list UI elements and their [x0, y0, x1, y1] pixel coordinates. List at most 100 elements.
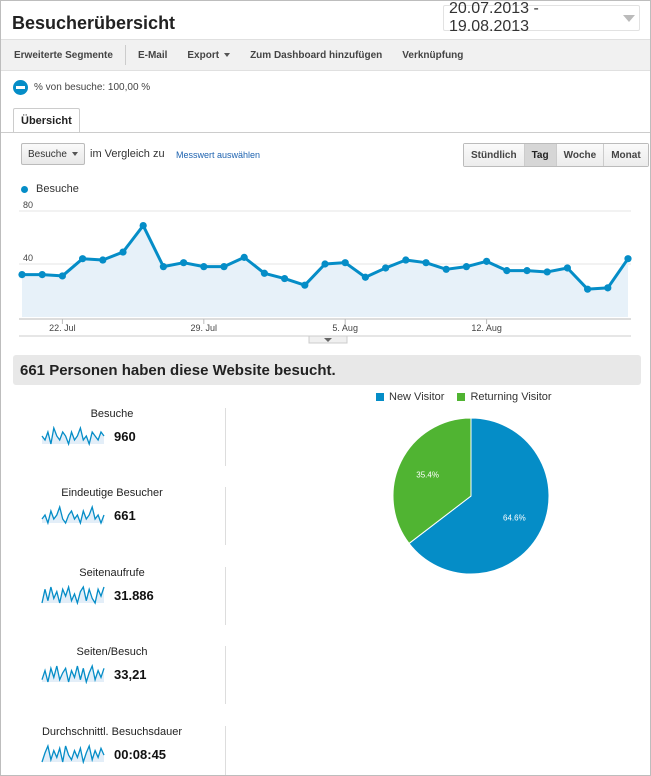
- chevron-down-icon: [623, 14, 635, 22]
- data-point: [99, 256, 107, 264]
- x-tick-label: 29. Jul: [191, 323, 218, 333]
- date-range-picker[interactable]: 20.07.2013 - 19.08.2013: [443, 1, 640, 35]
- legend-returning-visitor: Returning Visitor: [470, 391, 552, 403]
- sparkline-area: [42, 746, 104, 762]
- metric-value: 31.886: [114, 587, 154, 603]
- metric-label: Besuche: [90, 408, 134, 420]
- email-button[interactable]: E-Mail: [137, 49, 168, 61]
- chevron-down-icon: [324, 338, 332, 342]
- sparkline-line: [41, 505, 105, 525]
- data-point: [321, 260, 329, 268]
- metric-divider: [225, 646, 226, 704]
- data-point: [240, 253, 248, 261]
- chart-legend: Besuche: [21, 183, 79, 195]
- y-tick-label: 40: [23, 253, 33, 263]
- metric-item: Durchschnittl. Besuchsdauer 00:08:45: [41, 726, 191, 764]
- data-point: [159, 263, 167, 271]
- data-point: [38, 271, 46, 279]
- pie-legend: New Visitor Returning Visitor: [376, 391, 552, 403]
- shortcut-button[interactable]: Verknüpfung: [402, 49, 464, 61]
- metric-label: Seitenaufrufe: [79, 567, 145, 579]
- visits-area: [22, 225, 628, 317]
- metric-value: 661: [114, 507, 136, 523]
- metric-label: Eindeutige Besucher: [61, 487, 163, 499]
- sparkline: [41, 426, 105, 446]
- data-point: [523, 267, 531, 275]
- tab-overview[interactable]: Übersicht: [13, 108, 80, 133]
- metric-divider: [225, 726, 226, 775]
- data-point: [260, 269, 268, 277]
- metric-divider: [225, 487, 226, 545]
- add-to-dashboard-button[interactable]: Zum Dashboard hinzufügen: [250, 49, 383, 61]
- metric-select-value: Besuche: [28, 148, 67, 160]
- data-point: [200, 263, 208, 271]
- visits-line-chart: 80 40 22. Jul 29. Jul 5. Aug 12. Aug: [18, 200, 632, 344]
- sparkline-area: [42, 587, 104, 603]
- metric-value: 00:08:45: [114, 746, 167, 762]
- data-point: [382, 264, 390, 272]
- x-tick-label: 22. Jul: [49, 323, 76, 333]
- metric-value: 33,21: [114, 666, 147, 682]
- export-button[interactable]: Export: [177, 40, 240, 70]
- period-month-button[interactable]: Monat: [603, 144, 648, 166]
- data-point: [624, 255, 632, 263]
- pie-data-label: 35.4%: [416, 471, 439, 480]
- data-point: [503, 267, 511, 275]
- data-point: [281, 274, 289, 283]
- data-point: [180, 259, 188, 267]
- metric-select[interactable]: Besuche: [21, 143, 85, 165]
- data-point: [341, 259, 349, 267]
- metric-item: Seitenaufrufe 31.886: [41, 567, 191, 605]
- x-tick-label: 12. Aug: [471, 323, 502, 333]
- summary-headline: 661 Personen haben diese Website besucht…: [13, 355, 641, 385]
- pie-slice-returning-visitor: [392, 417, 472, 545]
- legend-swatch-returning-visitor: [457, 393, 466, 401]
- chevron-down-icon: [224, 53, 231, 57]
- data-point: [119, 248, 127, 256]
- period-hourly-button[interactable]: Stündlich: [464, 144, 524, 166]
- page-title: Besucherübersicht: [12, 13, 176, 33]
- sparkline: [41, 585, 105, 605]
- report-toolbar: Erweiterte Segmente E-Mail Export Zum Da…: [1, 39, 650, 71]
- data-point: [604, 284, 612, 292]
- period-switcher: Stündlich Tag Woche Monat: [463, 143, 649, 167]
- period-day-button[interactable]: Tag: [523, 144, 556, 166]
- data-point: [139, 221, 147, 230]
- data-point: [584, 285, 592, 293]
- metric-item: Eindeutige Besucher 661: [41, 487, 191, 525]
- segment-label: % von besuche: 100,00 %: [34, 82, 151, 93]
- legend-swatch-new-visitor: [376, 393, 384, 401]
- sparkline: [41, 664, 105, 684]
- data-point: [422, 259, 430, 267]
- data-point: [462, 263, 470, 271]
- date-range-text: 20.07.2013 - 19.08.2013: [449, 0, 539, 35]
- segment-indicator[interactable]: % von besuche: 100,00 %: [13, 80, 150, 95]
- legend-label: Besuche: [36, 183, 79, 195]
- metric-divider: [225, 567, 226, 625]
- visitor-type-pie-chart: 64.6% 35.4%: [392, 417, 550, 575]
- compare-text: im Vergleich zu: [90, 148, 165, 160]
- data-point: [220, 263, 228, 271]
- metric-item: Seiten/Besuch 33,21: [41, 646, 191, 684]
- y-tick-label: 80: [23, 200, 33, 210]
- data-point: [442, 265, 450, 273]
- toolbar-divider: [124, 45, 126, 65]
- legend-marker: [21, 185, 28, 193]
- data-point: [563, 264, 572, 272]
- data-point: [543, 268, 551, 276]
- sparkline: [41, 744, 105, 764]
- sparkline-line: [41, 585, 105, 605]
- x-tick-label: 5. Aug: [332, 323, 358, 333]
- chevron-down-icon: [72, 152, 78, 156]
- sparkline-line: [41, 664, 105, 684]
- advanced-segments-button[interactable]: Erweiterte Segmente: [14, 49, 113, 61]
- metric-divider: [225, 408, 226, 466]
- period-week-button[interactable]: Woche: [555, 144, 604, 166]
- pie-slice-new-visitor: [408, 417, 550, 575]
- data-point: [361, 273, 369, 281]
- select-metric-link[interactable]: Messwert auswählen: [176, 150, 261, 160]
- metric-label: Durchschnittl. Besuchsdauer: [41, 726, 182, 738]
- metric-value: 960: [114, 428, 136, 444]
- data-point: [18, 271, 26, 279]
